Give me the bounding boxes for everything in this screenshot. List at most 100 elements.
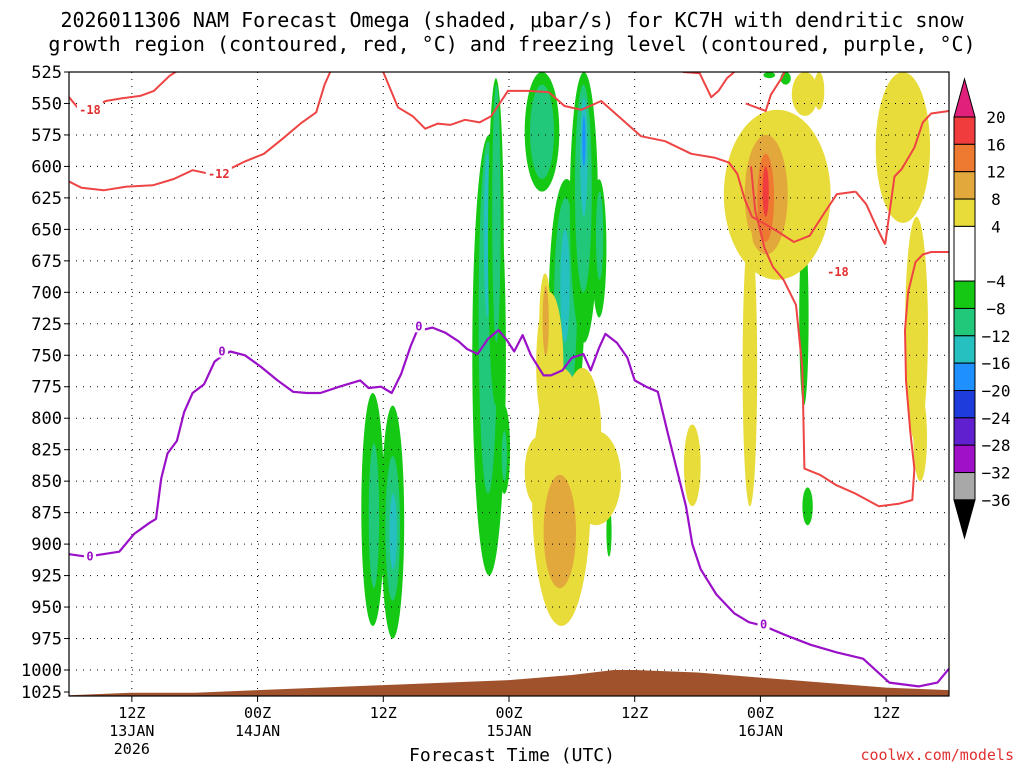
- colorbar-band: [953, 390, 976, 419]
- dgz-contour-line: [745, 72, 786, 112]
- omega-region: [904, 267, 925, 431]
- y-tick-label: 875: [31, 504, 62, 524]
- omega-region: [802, 487, 813, 526]
- omega-region: [742, 229, 758, 507]
- y-tick-label: 900: [31, 535, 62, 555]
- colorbar-label: −20: [982, 382, 1011, 401]
- x-tick-label: 12Z: [621, 704, 648, 722]
- colorbar-label: 8: [991, 190, 1001, 209]
- colorbar-top-arrow: [953, 77, 976, 118]
- colorbar-band: [953, 280, 976, 309]
- freezing-label-bg: [412, 318, 425, 333]
- colorbar-band: [953, 444, 976, 474]
- omega-region: [762, 166, 769, 217]
- y-tick-label: 625: [31, 189, 62, 209]
- colorbar-label: 20: [986, 108, 1005, 127]
- freezing-level-label: 0: [86, 550, 93, 564]
- dgz-label-bg: [76, 101, 103, 116]
- y-tick-label: 925: [31, 567, 62, 587]
- colorbar-label: −28: [982, 436, 1011, 455]
- y-tick-label: 575: [31, 126, 62, 146]
- x-tick-label: 2026: [114, 740, 150, 758]
- terrain-fill: [69, 670, 949, 696]
- omega-region: [501, 430, 507, 482]
- omega-region: [595, 191, 604, 280]
- colorbar-label: −36: [982, 491, 1011, 510]
- dgz-contour-line: [884, 110, 949, 245]
- colorbar-label: −24: [982, 409, 1011, 428]
- omega-region: [530, 84, 554, 179]
- contour-layer: -18 -12 -18 0 0 0 0: [69, 72, 949, 688]
- x-tick-label: 15JAN: [486, 722, 531, 740]
- x-axis-title: Forecast Time (UTC): [409, 745, 615, 766]
- colorbar-label: 4: [991, 217, 1001, 236]
- colorbar-label: −4: [986, 272, 1005, 291]
- y-tick-label: 750: [31, 346, 62, 366]
- y-tick-label: 1000: [21, 661, 62, 681]
- colorbar-band: [953, 417, 976, 446]
- y-tick-label: 950: [31, 598, 62, 618]
- dgz-contour-line: [854, 190, 886, 245]
- freezing-level-label: 0: [415, 319, 422, 333]
- omega-region: [582, 116, 586, 167]
- dgz-label-bg: [205, 165, 232, 180]
- omega-region: [813, 72, 825, 110]
- y-tick-label: 600: [31, 157, 62, 177]
- freezing-label-bg: [757, 616, 770, 631]
- chart-title-line-1: 2026011306 NAM Forecast Omega (shaded, μ…: [60, 8, 964, 32]
- freezing-level-line: [69, 326, 949, 688]
- dgz-contour-label: -18: [79, 103, 101, 117]
- y-tick-label: 825: [31, 441, 62, 461]
- omega-region: [763, 72, 776, 79]
- dgz-contour-label: -12: [208, 167, 230, 181]
- freezing-level-label: 0: [760, 618, 767, 632]
- omega-region: [389, 493, 397, 570]
- omega-region: [542, 286, 549, 356]
- omega-region: [683, 424, 701, 507]
- freezing-label-bg: [83, 548, 96, 563]
- x-tick-label: 00Z: [244, 704, 271, 722]
- x-tick-label: 16JAN: [738, 722, 783, 740]
- y-tick-label: 550: [31, 94, 62, 114]
- freezing-level-label: 0: [218, 344, 225, 358]
- omega-shading-layer: [361, 72, 931, 639]
- dgz-label-bg: [824, 264, 851, 279]
- colorbar: 20 16 12 8 4 −4 −8 −12 −16 −20 −24 −28 −32 −36: [953, 77, 1011, 540]
- colorbar-bottom-arrow: [953, 499, 976, 540]
- colorbar-band: [953, 307, 976, 337]
- y-tick-label: 775: [31, 378, 62, 398]
- omega-region: [492, 84, 501, 343]
- colorbar-label: −32: [982, 464, 1011, 483]
- y-tick-label: 800: [31, 409, 62, 429]
- colorbar-band: [953, 143, 976, 173]
- y-tick-label: 850: [31, 472, 62, 492]
- y-tick-label: 1025: [21, 683, 62, 703]
- omega-region: [791, 72, 819, 116]
- chart-title-line-2: growth region (contoured, red, °C) and f…: [48, 32, 976, 56]
- dgz-contour-line: [750, 166, 949, 508]
- colorbar-label: −8: [986, 299, 1005, 318]
- y-tick-label: 975: [31, 630, 62, 650]
- omega-region: [543, 474, 576, 589]
- x-tick-label: 12Z: [370, 704, 397, 722]
- colorbar-label: 16: [986, 135, 1005, 154]
- x-tick-label: 00Z: [495, 704, 522, 722]
- omega-region: [913, 393, 927, 482]
- y-axis: 525 550 575 600 625 650 675 700 725 750 775 800 825 8…: [21, 63, 69, 703]
- colorbar-band: [953, 335, 976, 364]
- credit-text: coolwx.com/models: [860, 746, 1014, 764]
- x-tick-label: 12Z: [873, 704, 900, 722]
- colorbar-band: [953, 225, 976, 282]
- colorbar-band: [953, 362, 976, 391]
- x-tick-label: 00Z: [747, 704, 774, 722]
- y-tick-label: 700: [31, 283, 62, 303]
- colorbar-band: [953, 472, 976, 501]
- terrain-layer: [69, 670, 949, 696]
- omega-region: [368, 443, 380, 589]
- y-tick-label: 725: [31, 315, 62, 335]
- colorbar-label: −12: [982, 327, 1011, 346]
- colorbar-band: [953, 171, 976, 200]
- colorbar-label: 12: [986, 163, 1005, 182]
